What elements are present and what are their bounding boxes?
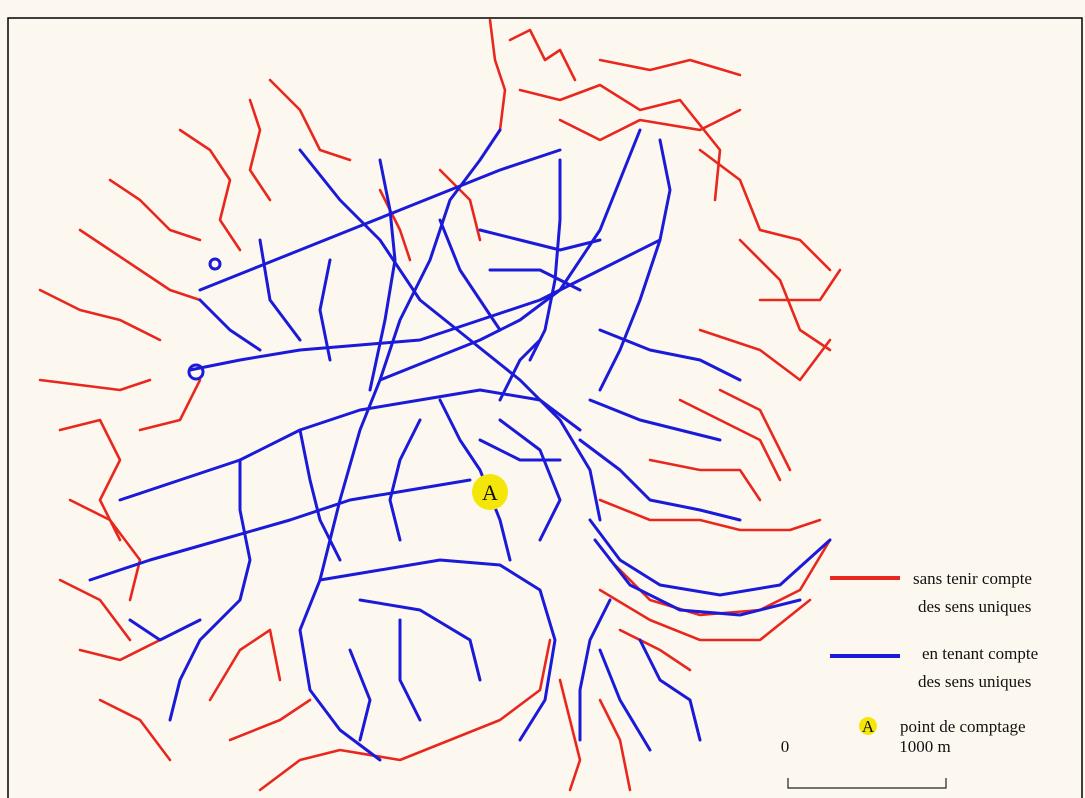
scale-label: 0: [781, 737, 790, 756]
legend-label: en tenant compte: [922, 644, 1038, 663]
legend-label: sans tenir compte: [913, 569, 1032, 588]
legend-label: point de comptage: [900, 717, 1026, 736]
legend-point-letter: A: [862, 717, 875, 736]
legend-label: des sens uniques: [918, 597, 1031, 616]
legend-label: des sens uniques: [918, 672, 1031, 691]
count-point-label: A: [482, 480, 498, 505]
page: {"legend": {"items": [ {"lines": ["sans …: [0, 0, 1085, 798]
map: A sans tenir compte des sens uniques en …: [0, 0, 1085, 798]
count-point: A: [472, 474, 508, 510]
scale-label: 1000 m: [899, 737, 950, 756]
